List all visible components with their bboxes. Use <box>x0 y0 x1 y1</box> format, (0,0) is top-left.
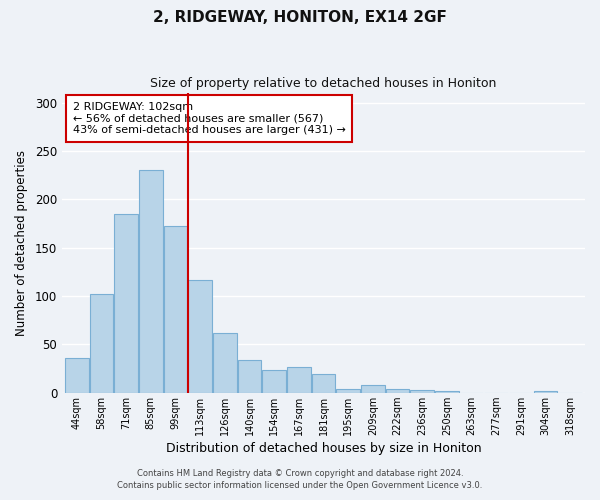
Bar <box>386 389 409 393</box>
Bar <box>213 333 236 393</box>
X-axis label: Distribution of detached houses by size in Honiton: Distribution of detached houses by size … <box>166 442 481 455</box>
Bar <box>337 389 360 393</box>
Title: Size of property relative to detached houses in Honiton: Size of property relative to detached ho… <box>151 78 497 90</box>
Bar <box>312 374 335 393</box>
Bar <box>90 294 113 393</box>
Bar <box>238 360 261 393</box>
Bar <box>361 385 385 393</box>
Text: Contains HM Land Registry data © Crown copyright and database right 2024.
Contai: Contains HM Land Registry data © Crown c… <box>118 468 482 490</box>
Bar <box>262 370 286 393</box>
Bar <box>164 226 187 393</box>
Bar <box>65 358 89 393</box>
Bar <box>115 214 138 393</box>
Bar <box>435 391 458 393</box>
Bar <box>287 366 311 393</box>
Bar <box>188 280 212 393</box>
Text: 2, RIDGEWAY, HONITON, EX14 2GF: 2, RIDGEWAY, HONITON, EX14 2GF <box>153 10 447 25</box>
Bar <box>410 390 434 393</box>
Y-axis label: Number of detached properties: Number of detached properties <box>15 150 28 336</box>
Bar <box>139 170 163 393</box>
Text: 2 RIDGEWAY: 102sqm
← 56% of detached houses are smaller (567)
43% of semi-detach: 2 RIDGEWAY: 102sqm ← 56% of detached hou… <box>73 102 346 135</box>
Bar <box>534 391 557 393</box>
